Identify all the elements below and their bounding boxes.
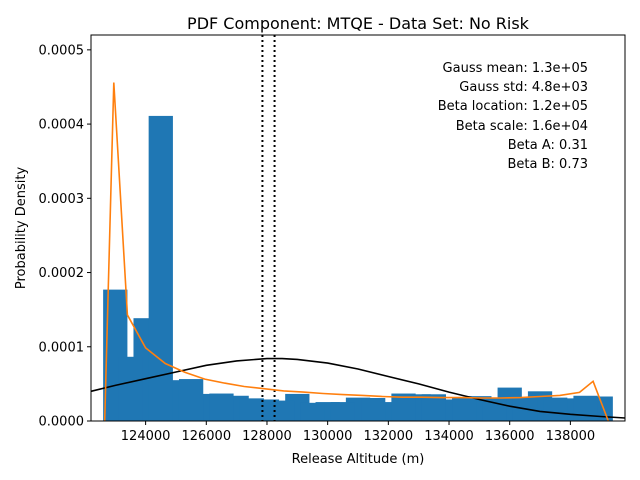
y-tick-label: 0.0000	[39, 415, 85, 430]
x-tick-label: 130000	[303, 429, 353, 444]
histogram-bar	[209, 393, 234, 421]
histogram-bar	[361, 397, 386, 421]
annotation-beta-a: Beta A: 0.31	[508, 138, 588, 153]
x-tick-label: 128000	[242, 429, 292, 444]
histogram-bar	[178, 379, 204, 421]
x-tick-label: 126000	[181, 429, 231, 444]
histogram-bar	[543, 397, 568, 421]
annotation-beta-b: Beta B: 0.73	[508, 157, 589, 172]
histogram-bar	[300, 402, 325, 421]
stats-annotation: Gauss mean: 1.3e+05 Gauss std: 4.8e+03 B…	[438, 61, 588, 172]
x-tick-label: 134000	[424, 429, 474, 444]
y-axis: 0.0000 0.0001 0.0002 0.0003 0.0004 0.0005	[39, 43, 91, 430]
annotation-beta-scale: Beta scale: 1.6e+04	[456, 119, 588, 134]
histogram-bar	[330, 402, 355, 421]
y-tick-label: 0.0004	[39, 118, 85, 133]
annotation-beta-location: Beta location: 1.2e+05	[438, 99, 588, 114]
y-tick-label: 0.0001	[39, 340, 85, 355]
beta-fit-line	[103, 82, 610, 422]
x-tick-label: 132000	[364, 429, 414, 444]
y-tick-label: 0.0003	[39, 192, 85, 207]
x-axis: 124000 126000 128000 130000 132000 134000 1360…	[121, 421, 595, 444]
histogram-bar	[270, 400, 295, 421]
histogram-bar	[452, 397, 477, 421]
x-tick-label: 138000	[546, 429, 596, 444]
annotation-gauss-std: Gauss std: 4.8e+03	[459, 80, 588, 95]
y-tick-label: 0.0005	[39, 43, 85, 58]
annotation-gauss-mean: Gauss mean: 1.3e+05	[443, 61, 588, 76]
x-tick-label: 136000	[485, 429, 535, 444]
y-tick-label: 0.0002	[39, 266, 85, 281]
histogram-bar	[391, 393, 416, 421]
histogram-bar	[118, 356, 143, 421]
plot-area	[90, 35, 626, 422]
histogram-bar	[421, 394, 446, 421]
histogram-bar	[573, 395, 598, 421]
axes-frame	[90, 34, 626, 422]
histogram-bar	[148, 115, 173, 422]
x-axis-label: Release Altitude (m)	[292, 452, 425, 467]
chart-title: PDF Component: MTQE - Data Set: No Risk	[187, 14, 530, 33]
x-tick-label: 124000	[121, 429, 171, 444]
y-axis-label: Probability Density	[14, 167, 29, 290]
histogram-bar	[239, 398, 264, 421]
